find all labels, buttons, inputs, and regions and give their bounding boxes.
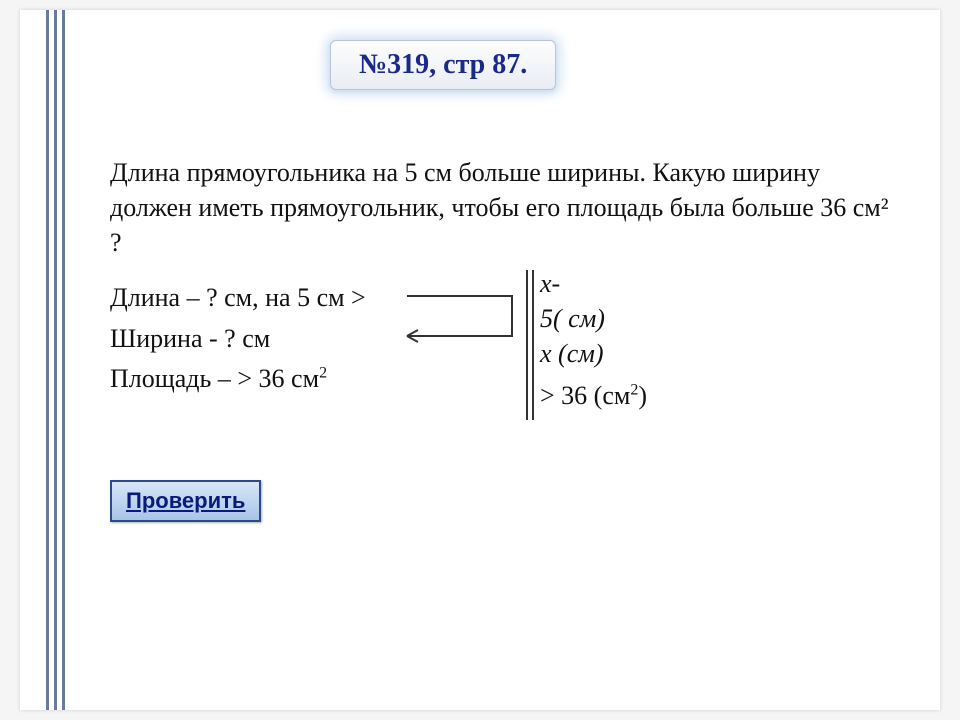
check-button[interactable]: Проверить — [110, 480, 261, 522]
work-area: Длина – ? см, на 5 см > Ширина - ? см Пл… — [110, 278, 900, 458]
decor-rail — [54, 10, 57, 710]
decor-rail — [46, 10, 49, 710]
expr-xcm: х (см) — [540, 336, 647, 371]
vertical-separator — [532, 270, 534, 420]
expr-x: х- — [540, 266, 647, 301]
line-width: Ширина - ? см — [110, 319, 366, 359]
line-length: Длина – ? см, на 5 см > — [110, 278, 366, 318]
expr-area: > 36 (см2) — [540, 378, 647, 413]
given-left: Длина – ? см, на 5 см > Ширина - ? см Пл… — [110, 278, 366, 399]
decor-rail — [62, 10, 65, 710]
problem-text: Длина прямоугольника на 5 см больше шири… — [110, 155, 900, 260]
bracket-connector — [402, 288, 522, 348]
line-area: Площадь – > 36 см2 — [110, 359, 366, 399]
page-title: №319, стр 87. — [330, 40, 556, 90]
content-area: Длина прямоугольника на 5 см больше шири… — [110, 155, 900, 458]
slide: №319, стр 87. Длина прямоугольника на 5 … — [20, 10, 940, 710]
expr-5cm: 5( см) — [540, 301, 647, 336]
vertical-separator — [526, 270, 528, 420]
given-right: х- 5( см) х (см) > 36 (см2) — [540, 266, 647, 412]
